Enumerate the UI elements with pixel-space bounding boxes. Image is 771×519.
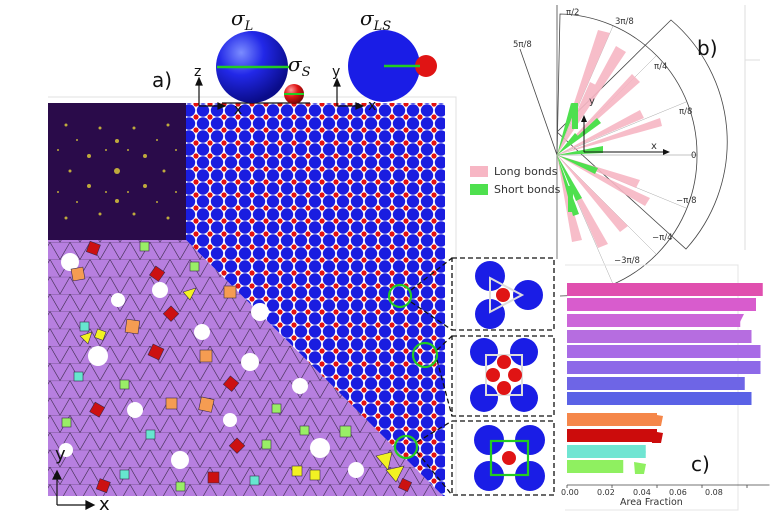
panel-label-b: b) [697,36,718,60]
axis-arrows [52,76,365,510]
polar-axis-y: y [589,96,595,107]
axis-label-x-top2: x [368,98,377,114]
polar-histogram [519,5,728,297]
bar-6 [567,377,745,390]
motif-triangle [475,261,543,329]
legend-label-short: Short bonds [494,182,561,196]
xtick-1: 0.02 [597,488,615,497]
bar-chart-xlabel: Area Fraction [620,497,683,508]
axis-label-z: z [194,64,202,80]
legend-label-long: Long bonds [494,164,558,178]
bar-3 [567,330,752,343]
sphere-contact-illustration [348,30,437,102]
bar-9 [567,429,657,442]
polar-label-5pi-8: 5π/8 [513,40,532,50]
legend-item-short: Short bonds [470,180,560,198]
bar-5 [567,361,761,374]
colored-tiles [61,240,413,494]
bar-marker-9 [651,431,663,443]
long-bonds-swatch [470,165,488,177]
motif-square-four [470,338,538,412]
bar-marker-8 [651,414,663,426]
area-fraction-chart [566,283,770,488]
bar-marker-3 [734,330,746,342]
bar-marker-2 [732,314,744,326]
polar-label-pi-2: π/2 [566,8,580,18]
xtick-3: 0.06 [669,488,687,497]
sphere-size-illustration [216,31,310,104]
bar-0 [567,283,763,296]
polar-label-3pi-8: 3π/8 [615,17,634,27]
bar-marker-6 [732,377,744,389]
bar-marker-4 [734,346,746,358]
xtick-0: 0.00 [561,488,579,497]
polar-axis-x: x [651,141,657,152]
axis-label-x-bottom: x [99,494,110,515]
sigma-S-label: σS [288,52,311,80]
polar-label-0: 0 [691,151,697,161]
xtick-4: 0.08 [705,488,723,497]
bar-8 [567,413,657,426]
bar-marker-7 [734,393,746,405]
sigma-LS-label: σLS [360,6,392,34]
polar-label-neg-pi-4: −π/4 [652,233,673,243]
panel-label-c: c) [691,452,710,476]
panel-a-frame [48,96,457,496]
xtick-2: 0.04 [633,488,651,497]
bar-7 [567,392,752,405]
bar-marker-10 [634,446,646,458]
bar-1 [567,298,756,311]
bar-4 [567,345,761,358]
sigma-L-label: σL [231,6,254,34]
bond-legend: Long bonds Short bonds [470,162,560,198]
bar-10 [567,445,646,458]
bar-marker-11 [634,462,646,474]
diffraction-inset [48,103,186,240]
bar-marker-5 [734,361,746,373]
polar-label-neg-pi-8: −π/8 [676,196,697,206]
panel-label-a: a) [152,68,173,92]
axis-label-x-top1: x [234,102,243,118]
polar-label-neg-3pi-8: −3π/8 [614,256,640,266]
axis-label-y-bottom: y [55,444,66,465]
bar-2 [567,314,741,327]
bar-11 [567,460,624,473]
short-bonds-swatch [470,183,488,195]
axis-label-y-top2: y [332,64,341,80]
legend-item-long: Long bonds [470,162,560,180]
bar-marker-0 [738,283,750,295]
polar-label-pi-4: π/4 [654,62,668,72]
motif-square-one [474,425,545,491]
motif-connectors [410,257,555,496]
polar-label-pi-8: π/8 [679,107,693,117]
bar-marker-1 [734,298,746,310]
